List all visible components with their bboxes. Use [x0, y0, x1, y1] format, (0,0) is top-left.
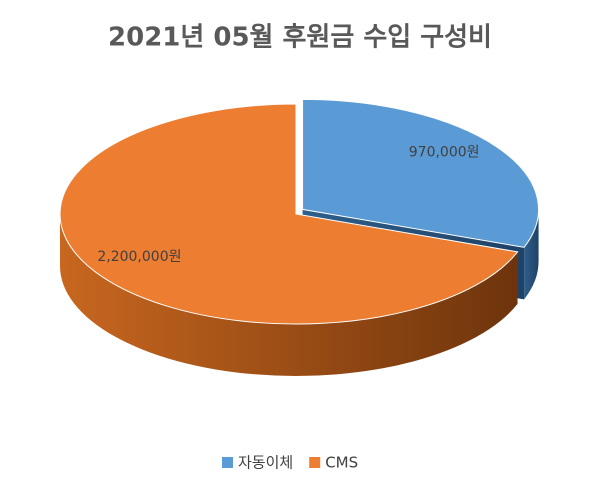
- slice-side: [524, 209, 539, 300]
- slice: [59, 103, 519, 325]
- legend-label: CMS: [325, 454, 358, 472]
- legend-swatch: [309, 457, 321, 468]
- slice: [302, 98, 540, 248]
- legend-swatch: [222, 457, 233, 468]
- data-label: 970,000원: [409, 145, 480, 161]
- slice-side: [60, 214, 518, 376]
- data-label: 2,200,000원: [97, 249, 181, 265]
- chart-title: 2021년 05월 후원금 수입 구성비: [108, 23, 492, 53]
- legend: 자동이체 CMS: [222, 454, 358, 472]
- pie: 970,000원 2,200,000원: [59, 98, 540, 376]
- legend-label: 자동이체: [238, 454, 293, 472]
